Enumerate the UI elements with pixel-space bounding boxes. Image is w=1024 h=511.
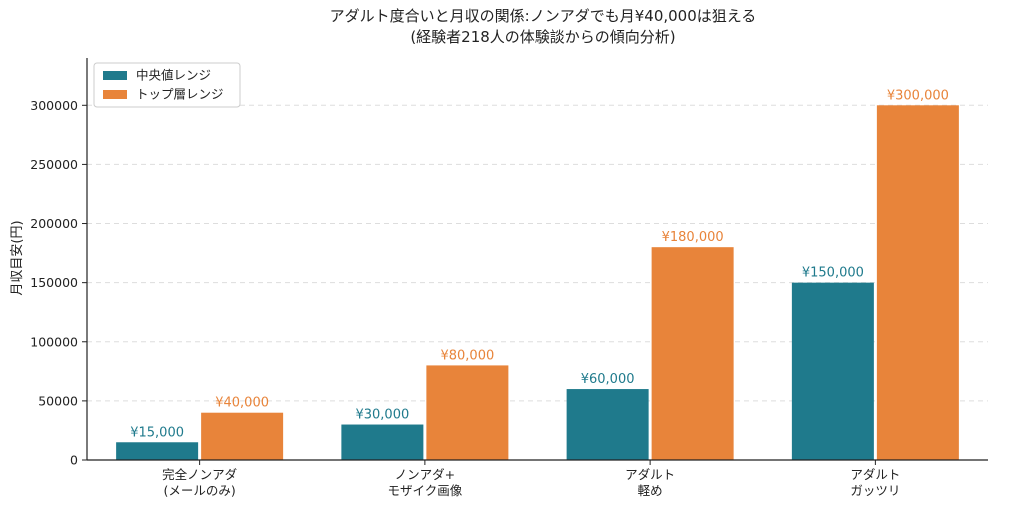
x-tick-label: ガッツリ (850, 483, 900, 498)
data-label: ¥60,000 (581, 372, 635, 387)
chart-title-line-1: アダルト度合いと月収の関係:ノンアダでも月¥40,000は狙える (330, 7, 757, 25)
bar (876, 105, 959, 460)
y-tick-label: 50000 (38, 393, 78, 408)
data-label: ¥30,000 (355, 408, 409, 423)
y-tick-label: 100000 (30, 334, 78, 349)
bar (201, 412, 284, 460)
legend-label: 中央値レンジ (136, 68, 211, 83)
bar (426, 365, 509, 460)
data-label: ¥180,000 (662, 230, 724, 245)
bar (791, 282, 874, 460)
data-label: ¥15,000 (130, 425, 184, 440)
y-tick-label: 200000 (30, 216, 78, 231)
bar (116, 442, 199, 460)
axes: 0 50000 100000 150000 200000 250000 300000 完全ノン… (30, 58, 988, 498)
legend-label: トップ層レンジ (136, 87, 224, 102)
x-tick-label: ノンアダ+ (395, 467, 455, 482)
legend-swatch (103, 90, 127, 99)
bar (341, 424, 424, 460)
chart-title-line-2: (経験者218人の体験談からの傾向分析) (410, 28, 675, 46)
data-label: ¥80,000 (440, 348, 494, 363)
y-axis-label: 月収目安(円) (10, 220, 25, 295)
x-tick-label: モザイク画像 (387, 483, 462, 498)
x-tick-label: 軽め (638, 483, 663, 498)
bars: ¥15,000 ¥40,000 ¥30,000 ¥80,000 ¥60,000 ¥180,… (116, 88, 959, 460)
data-label: ¥300,000 (887, 88, 949, 103)
legend-box (93, 62, 241, 108)
bar (651, 247, 734, 460)
bar (566, 389, 649, 460)
y-tick-label: 150000 (30, 275, 78, 290)
x-tick-label: (メールのみ) (163, 483, 235, 498)
legend-swatch (103, 71, 127, 80)
y-tick-label: 250000 (30, 157, 78, 172)
y-tick-label: 300000 (30, 98, 78, 113)
x-tick-label: アダルト (625, 467, 675, 482)
data-label: ¥40,000 (215, 396, 269, 411)
data-label: ¥150,000 (802, 266, 864, 281)
x-tick-label: アダルト (850, 467, 900, 482)
x-tick-label: 完全ノンアダ (162, 467, 237, 482)
y-tick-label: 0 (70, 453, 78, 468)
